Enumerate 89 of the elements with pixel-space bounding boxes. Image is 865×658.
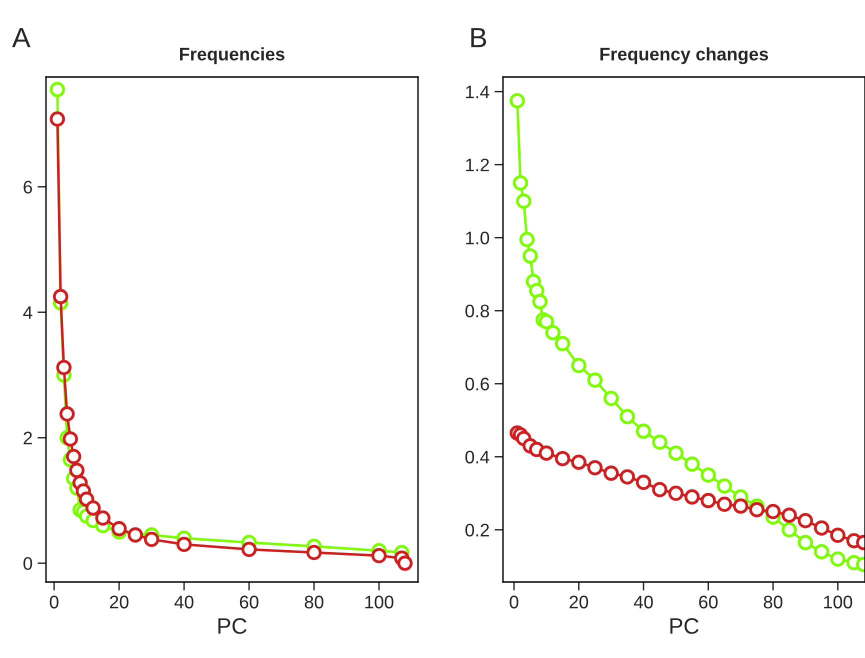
point xyxy=(50,111,66,127)
point xyxy=(652,434,668,450)
point xyxy=(749,502,764,518)
x-tick-label: 20 xyxy=(570,596,588,608)
point xyxy=(538,445,554,461)
point xyxy=(668,445,684,461)
x-tick-label: 60 xyxy=(699,596,718,608)
point xyxy=(241,542,257,558)
point xyxy=(50,82,66,98)
point xyxy=(716,478,732,494)
point xyxy=(512,175,528,191)
point xyxy=(111,521,127,536)
x-tick-label: 100 xyxy=(365,596,394,608)
x-tick-label: 60 xyxy=(240,596,258,608)
text: A xyxy=(12,28,30,48)
point xyxy=(684,456,700,472)
point xyxy=(798,534,814,550)
point xyxy=(668,486,684,501)
point xyxy=(636,424,652,439)
x-tick-label: 80 xyxy=(764,596,782,608)
x-tick-label: 100 xyxy=(824,596,852,608)
point xyxy=(66,448,82,464)
point xyxy=(587,460,603,476)
point xyxy=(620,408,635,424)
point xyxy=(636,474,652,490)
point xyxy=(62,431,78,447)
x-tick-label: 40 xyxy=(174,596,194,608)
y-tick-label: 2 xyxy=(24,432,32,444)
point xyxy=(59,406,75,422)
y-tick-label: 0.4 xyxy=(465,450,490,464)
point xyxy=(604,390,619,406)
point xyxy=(510,93,525,108)
point xyxy=(144,532,160,547)
point xyxy=(85,500,101,516)
point xyxy=(830,528,846,543)
point xyxy=(798,513,814,528)
point xyxy=(69,462,85,478)
point xyxy=(522,248,538,264)
point xyxy=(397,556,413,571)
point xyxy=(782,508,797,523)
y-tick-label: 1.0 xyxy=(466,232,490,244)
point xyxy=(306,544,322,560)
point xyxy=(95,510,110,526)
point xyxy=(765,504,781,520)
point xyxy=(587,372,603,388)
point xyxy=(519,232,535,248)
point xyxy=(128,527,143,543)
point xyxy=(538,314,554,330)
y-tick-label: 0.8 xyxy=(465,304,490,318)
point xyxy=(176,536,192,552)
point xyxy=(700,492,716,508)
y-tick-label: 1.4 xyxy=(466,86,490,98)
x-tick-label: 0 xyxy=(50,596,58,608)
x-tick-label: 80 xyxy=(304,596,324,608)
point xyxy=(830,551,846,567)
y-tick-label: 6 xyxy=(24,180,32,194)
text: B xyxy=(471,28,486,48)
point xyxy=(814,544,830,560)
point xyxy=(52,288,68,304)
point xyxy=(371,548,387,564)
point xyxy=(604,466,619,481)
y-tick-label: 0.2 xyxy=(465,524,489,537)
x-tick-label: 40 xyxy=(634,596,653,608)
x-axis-title: PC xyxy=(218,618,247,634)
point xyxy=(516,194,532,209)
point xyxy=(814,520,830,536)
point xyxy=(700,467,716,483)
point xyxy=(532,294,548,310)
point xyxy=(733,498,748,514)
point xyxy=(620,469,635,484)
x-axis-title: PC xyxy=(670,618,699,634)
point xyxy=(554,336,570,352)
point xyxy=(545,324,561,340)
point xyxy=(684,489,700,505)
chart-title: Frequency changes xyxy=(600,47,768,64)
x-tick-label: 20 xyxy=(110,596,128,608)
y-tick-label: 0.6 xyxy=(465,378,490,390)
point xyxy=(652,482,668,498)
y-tick-label: 0 xyxy=(23,557,32,570)
point xyxy=(571,454,586,470)
point xyxy=(571,358,586,374)
chart-title: Frequencies xyxy=(180,47,284,64)
y-tick-label: 4 xyxy=(23,306,32,319)
x-tick-label: 0 xyxy=(510,596,518,608)
point xyxy=(782,522,797,538)
y-tick-label: 1.2 xyxy=(466,158,489,172)
point xyxy=(56,360,72,376)
point xyxy=(554,450,570,466)
point xyxy=(716,496,732,512)
